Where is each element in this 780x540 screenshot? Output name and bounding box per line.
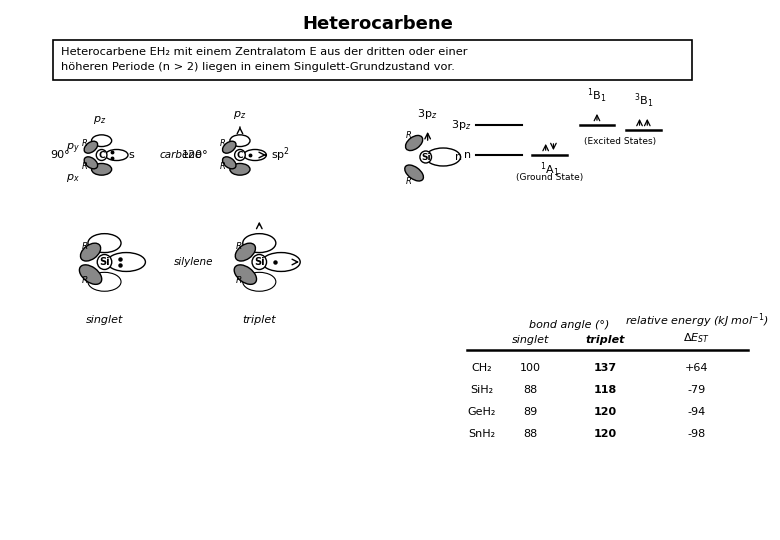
Text: CH₂: CH₂ — [472, 363, 492, 373]
Bar — [53, 40, 692, 80]
Text: silylene: silylene — [174, 257, 213, 267]
Text: $p_z$: $p_z$ — [233, 109, 246, 120]
Text: bond angle (°): bond angle (°) — [529, 320, 609, 330]
Text: Si: Si — [99, 257, 110, 267]
Text: +64: +64 — [685, 363, 708, 373]
Text: $^3$B$_1$: $^3$B$_1$ — [633, 92, 653, 110]
Text: R: R — [220, 139, 226, 148]
Text: GeH₂: GeH₂ — [468, 407, 496, 417]
Text: höheren Periode (n > 2) liegen in einem Singulett-Grundzustand vor.: höheren Periode (n > 2) liegen in einem … — [61, 62, 455, 72]
Ellipse shape — [426, 148, 460, 166]
Text: 100: 100 — [519, 363, 541, 373]
Ellipse shape — [91, 135, 112, 146]
Text: 120: 120 — [594, 407, 617, 417]
Text: 89: 89 — [523, 407, 537, 417]
Text: singlet: singlet — [512, 335, 549, 345]
Text: R: R — [406, 131, 411, 139]
Text: -79: -79 — [687, 385, 706, 395]
Ellipse shape — [243, 272, 276, 291]
Text: R: R — [236, 242, 243, 251]
Ellipse shape — [84, 141, 98, 153]
Text: (Ground State): (Ground State) — [516, 173, 583, 182]
Text: R: R — [81, 242, 87, 251]
Text: (Excited States): (Excited States) — [584, 137, 656, 146]
Text: 120°: 120° — [182, 150, 208, 160]
Text: C: C — [98, 151, 105, 159]
Ellipse shape — [243, 150, 266, 160]
Text: 120: 120 — [594, 429, 617, 439]
Ellipse shape — [236, 243, 256, 261]
Ellipse shape — [84, 157, 98, 169]
Text: sp$^2$: sp$^2$ — [271, 146, 290, 164]
Text: 90°: 90° — [51, 150, 70, 160]
Text: $^1$B$_1$: $^1$B$_1$ — [587, 86, 607, 105]
Text: Si: Si — [421, 152, 431, 161]
Text: $p_z$: $p_z$ — [93, 114, 106, 126]
Text: relative energy (kJ mol$^{-1}$): relative energy (kJ mol$^{-1}$) — [625, 312, 768, 330]
Text: singlet: singlet — [86, 315, 123, 325]
Text: SiH₂: SiH₂ — [470, 385, 494, 395]
Text: R: R — [81, 276, 87, 286]
Ellipse shape — [91, 164, 112, 175]
Ellipse shape — [88, 234, 121, 253]
Text: triplet: triplet — [243, 315, 276, 325]
Text: 88: 88 — [523, 385, 537, 395]
Text: C: C — [236, 151, 243, 159]
Ellipse shape — [222, 157, 236, 169]
Text: -94: -94 — [687, 407, 706, 417]
Text: -98: -98 — [687, 429, 706, 439]
Text: 88: 88 — [523, 429, 537, 439]
Ellipse shape — [262, 253, 300, 272]
Circle shape — [252, 254, 267, 269]
Text: $p_x$: $p_x$ — [66, 172, 80, 184]
Ellipse shape — [80, 265, 101, 285]
Ellipse shape — [107, 253, 145, 272]
Text: 3p$_z$: 3p$_z$ — [451, 118, 471, 132]
Text: Heterocarbene: Heterocarbene — [302, 15, 452, 33]
Text: 118: 118 — [594, 385, 617, 395]
Text: triplet: triplet — [586, 335, 626, 345]
Circle shape — [96, 150, 107, 160]
Ellipse shape — [80, 243, 101, 261]
Text: R: R — [220, 162, 226, 171]
Text: s: s — [128, 150, 133, 160]
Text: SnH₂: SnH₂ — [468, 429, 495, 439]
Text: R: R — [236, 276, 243, 286]
Text: $p_y$: $p_y$ — [66, 142, 80, 157]
Ellipse shape — [243, 234, 276, 253]
Text: $^1$A$_1$: $^1$A$_1$ — [540, 161, 559, 179]
Ellipse shape — [105, 150, 128, 160]
Text: Heterocarbene EH₂ mit einem Zentralatom E aus der dritten oder einer: Heterocarbene EH₂ mit einem Zentralatom … — [61, 47, 467, 57]
Text: n: n — [464, 150, 471, 160]
Text: Si: Si — [254, 257, 264, 267]
Ellipse shape — [405, 165, 424, 181]
Ellipse shape — [230, 135, 250, 146]
Text: carbene: carbene — [160, 150, 202, 160]
Ellipse shape — [406, 136, 423, 151]
Text: n: n — [455, 152, 462, 162]
Text: $\Delta E_{ST}$: $\Delta E_{ST}$ — [683, 331, 710, 345]
Circle shape — [420, 151, 431, 163]
Text: 3p$_z$: 3p$_z$ — [417, 107, 438, 121]
Text: 137: 137 — [594, 363, 617, 373]
Text: R: R — [82, 162, 87, 171]
Ellipse shape — [222, 141, 236, 153]
Ellipse shape — [88, 272, 121, 291]
Ellipse shape — [234, 265, 257, 285]
Text: R: R — [406, 177, 411, 186]
Text: R: R — [82, 139, 87, 148]
Circle shape — [235, 150, 245, 160]
Circle shape — [98, 254, 112, 269]
Ellipse shape — [230, 164, 250, 175]
